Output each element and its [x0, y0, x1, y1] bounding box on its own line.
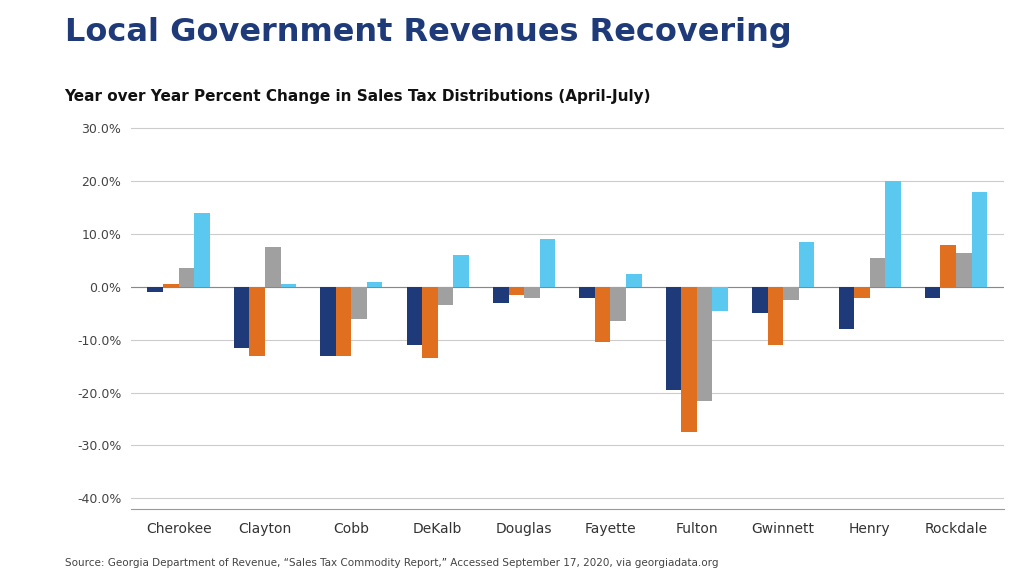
Bar [195, 213, 210, 287]
Text: Year over Year Percent Change in Sales Tax Distributions (April-July): Year over Year Percent Change in Sales T… [65, 89, 651, 104]
Text: A: A [15, 224, 44, 259]
Bar [336, 287, 351, 356]
Bar [493, 287, 509, 303]
Bar [454, 255, 469, 287]
Bar [595, 287, 610, 343]
Bar [524, 287, 540, 297]
Bar [250, 287, 265, 356]
Bar [956, 252, 972, 287]
Bar [854, 287, 869, 297]
Bar [351, 287, 367, 319]
Bar [163, 284, 178, 287]
Bar [681, 287, 697, 432]
Bar [281, 284, 296, 287]
Bar [666, 287, 681, 390]
Bar [178, 269, 195, 287]
Text: R: R [15, 270, 44, 305]
Text: Local Government Revenues Recovering: Local Government Revenues Recovering [65, 17, 792, 48]
Bar [580, 287, 595, 297]
Bar [626, 274, 642, 287]
Text: Source: Georgia Department of Revenue, “Sales Tax Commodity Report,” Accessed Se: Source: Georgia Department of Revenue, “… [65, 558, 718, 568]
Bar [940, 245, 956, 287]
Bar [869, 258, 885, 287]
Bar [265, 247, 281, 287]
Bar [407, 287, 422, 345]
Bar [885, 181, 901, 287]
Bar [783, 287, 799, 300]
Bar [540, 239, 555, 287]
Bar [610, 287, 626, 321]
Bar [367, 282, 382, 287]
Bar [972, 192, 987, 287]
Bar [697, 287, 713, 401]
Bar [147, 287, 163, 292]
Bar [437, 287, 454, 305]
Bar [925, 287, 940, 297]
Bar [839, 287, 854, 329]
Text: +: + [19, 542, 40, 565]
Bar [713, 287, 728, 311]
Bar [753, 287, 768, 313]
Bar [321, 287, 336, 356]
Text: A: A [16, 20, 33, 40]
Bar [233, 287, 250, 348]
Text: regional impact + local relevance: regional impact + local relevance [26, 384, 34, 513]
Text: C: C [16, 316, 43, 351]
Bar [509, 287, 524, 295]
Bar [422, 287, 437, 358]
Bar [768, 287, 783, 345]
Bar [799, 242, 814, 287]
